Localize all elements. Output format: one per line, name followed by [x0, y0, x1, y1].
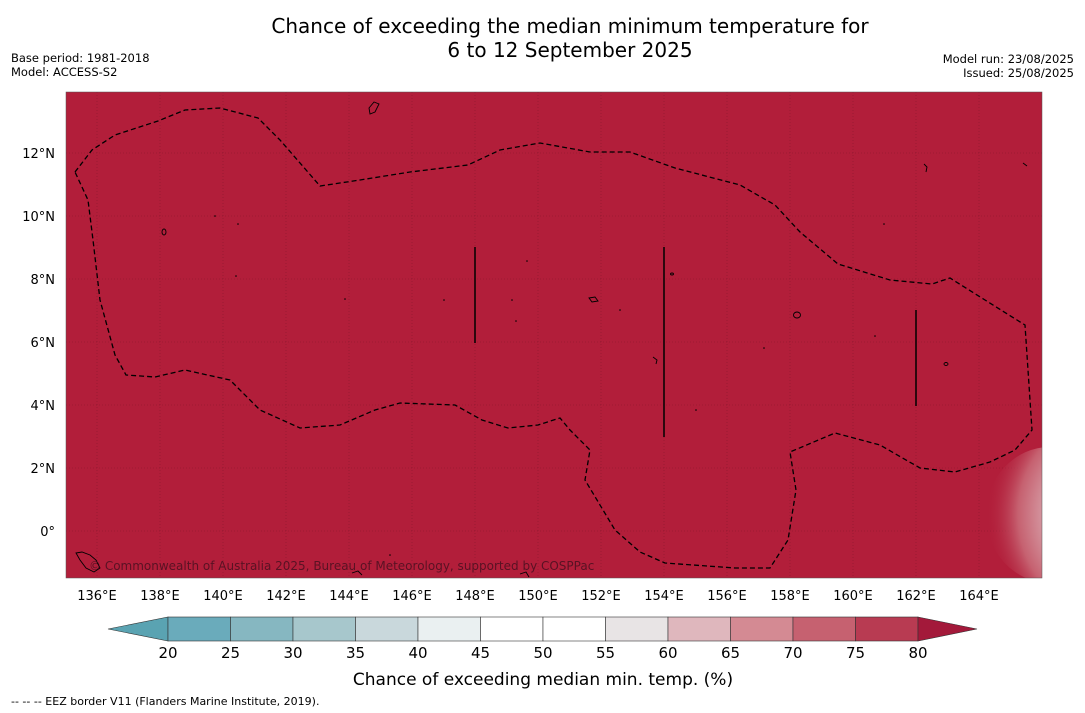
lon-tick-label: 156°E — [707, 589, 747, 604]
lon-tick-label: 146°E — [392, 589, 432, 604]
lat-tick-label: 8°N — [31, 273, 56, 288]
lat-tick-label: 12°N — [22, 147, 55, 162]
colorbar-tick-label: 75 — [846, 644, 865, 662]
colorbar-tick-label: 30 — [283, 644, 302, 662]
colorbar-low-extension — [107, 616, 169, 642]
lon-tick-label: 140°E — [203, 589, 243, 604]
map-background — [66, 92, 1042, 578]
colorbar-tick-label: 70 — [783, 644, 802, 662]
colorbar: 20 25 30 35 40 45 50 55 60 65 70 75 80 C… — [107, 616, 978, 690]
lon-tick-label: 162°E — [896, 589, 936, 604]
tiny-islets — [214, 215, 885, 556]
latitude-tick-labels: 12°N 10°N 8°N 6°N 4°N 2°N 0° — [22, 147, 55, 540]
colorbar-tick-label: 80 — [908, 644, 927, 662]
title-line-2: 6 to 12 September 2025 — [447, 38, 693, 62]
colorbar-tick-label: 35 — [346, 644, 365, 662]
lat-tick-label: 6°N — [31, 336, 56, 351]
lon-tick-label: 164°E — [959, 589, 999, 604]
colorbar-segment — [792, 616, 856, 642]
colorbar-segment — [605, 616, 669, 642]
lon-tick-label: 136°E — [77, 589, 117, 604]
lon-tick-label: 150°E — [518, 589, 558, 604]
colorbar-segment — [480, 616, 544, 642]
colorbar-segment — [855, 616, 919, 642]
model-name: Model: ACCESS-S2 — [11, 65, 118, 79]
eez-legend-note: -- -- -- EEZ border V11 (Flanders Marine… — [11, 695, 320, 708]
eez-boundary — [74, 107, 1033, 569]
meta-right: Model run: 23/08/2025 Issued: 25/08/2025 — [943, 52, 1074, 80]
longitude-tick-labels: 136°E 138°E 140°E 142°E 144°E 146°E 148°… — [77, 589, 999, 604]
colorbar-segment — [417, 616, 481, 642]
model-run: Model run: 23/08/2025 — [942, 52, 1074, 66]
eez-segment-lines — [474, 247, 917, 437]
map-title: Chance of exceeding the median minimum t… — [0, 14, 1085, 62]
issued-date: Issued: 25/08/2025 — [963, 66, 1074, 80]
lat-tick-label: 2°N — [31, 462, 56, 477]
colorbar-segment — [542, 616, 606, 642]
colorbar-segment — [292, 616, 356, 642]
colorbar-segment — [730, 616, 794, 642]
lon-tick-label: 138°E — [140, 589, 180, 604]
colorbar-tick-label: 40 — [408, 644, 427, 662]
lon-tick-label: 160°E — [833, 589, 873, 604]
base-period: Base period: 1981-2018 — [11, 51, 150, 65]
colorbar-tick-label: 25 — [221, 644, 240, 662]
lon-tick-label: 142°E — [266, 589, 306, 604]
colorbar-label: Chance of exceeding median min. temp. (%… — [353, 670, 733, 690]
lon-tick-label: 154°E — [644, 589, 684, 604]
lon-tick-label: 152°E — [581, 589, 621, 604]
map-frame — [65, 91, 1043, 579]
title-line-1: Chance of exceeding the median minimum t… — [271, 14, 869, 38]
lon-tick-label: 144°E — [329, 589, 369, 604]
colorbar-segment — [667, 616, 731, 642]
colorbar-high-extension — [917, 616, 978, 642]
colorbar-tick-label: 65 — [721, 644, 740, 662]
lon-tick-label: 148°E — [455, 589, 495, 604]
colorbar-tick-label: 55 — [596, 644, 615, 662]
islands — [75, 101, 1028, 578]
colorbar-segment — [167, 616, 231, 642]
lon-tick-label: 158°E — [770, 589, 810, 604]
lat-tick-label: 0° — [40, 525, 55, 540]
colorbar-tick-label: 60 — [658, 644, 677, 662]
copyright-notice: © Commonwealth of Australia 2025, Bureau… — [89, 559, 594, 573]
colorbar-tick-label: 45 — [471, 644, 490, 662]
colorbar-tick-label: 20 — [158, 644, 177, 662]
colorbar-segment — [230, 616, 294, 642]
lat-tick-label: 4°N — [31, 399, 56, 414]
lat-tick-label: 10°N — [22, 210, 55, 225]
map-gridlines — [66, 92, 1042, 578]
colorbar-segment — [355, 616, 419, 642]
colorbar-tick-labels: 20 25 30 35 40 45 50 55 60 65 70 75 80 — [158, 644, 927, 662]
meta-left: Base period: 1981-2018 Model: ACCESS-S2 — [11, 51, 150, 79]
warm-anomaly-hotspot — [986, 447, 1042, 578]
colorbar-tick-label: 50 — [533, 644, 552, 662]
